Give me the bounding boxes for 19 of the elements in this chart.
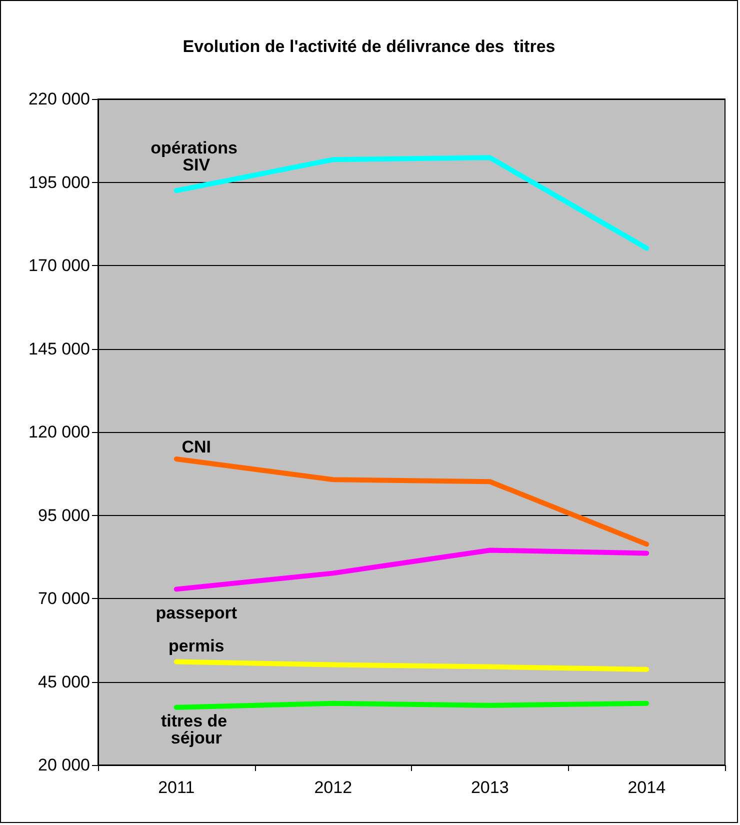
y-tick-label: 145 000 [28, 339, 90, 358]
y-tick-label: 195 000 [28, 172, 90, 192]
series-label: CNI [182, 437, 212, 456]
y-tick-label: 120 000 [28, 422, 90, 442]
y-tick-label: 170 000 [28, 256, 90, 275]
series-label: opérations SIV [150, 138, 242, 175]
y-tick-label: 220 000 [28, 90, 90, 108]
y-tick-label: 70 000 [38, 589, 90, 608]
y-tick-label: 45 000 [38, 672, 90, 692]
chart-title: Evolution de l'activité de délivrance des titres [182, 37, 556, 56]
x-tick-label: 2013 [470, 778, 509, 797]
series-label: passeport [156, 604, 238, 623]
y-tick-label: 20 000 [38, 756, 90, 774]
y-tick-label: 95 000 [38, 506, 90, 525]
x-tick-label: 2011 [158, 778, 195, 797]
series-label: permis [168, 636, 224, 656]
x-tick-label: 2012 [314, 778, 352, 797]
x-tick-label: 2014 [628, 778, 666, 797]
series-label: titres de séjour [160, 711, 232, 748]
